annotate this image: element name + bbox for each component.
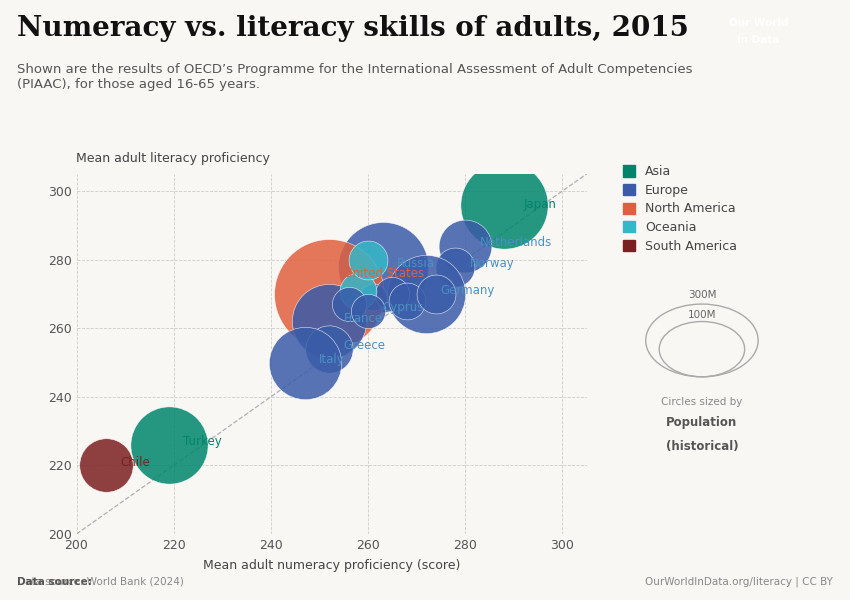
Text: Our World: Our World [728,18,788,28]
Point [361,255,375,265]
Point [497,200,511,209]
Text: (historical): (historical) [666,440,739,453]
Point [351,286,365,295]
Text: Population: Population [666,416,738,430]
Text: 100M: 100M [688,310,717,320]
Legend: Asia, Europe, North America, Oceania, South America: Asia, Europe, North America, Oceania, So… [622,165,737,253]
Point [162,440,176,449]
Text: Japan: Japan [524,199,556,211]
Text: Mean adult literacy proficiency: Mean adult literacy proficiency [76,152,270,165]
Point [366,293,380,302]
Text: Russia: Russia [397,257,435,269]
Text: 300M: 300M [688,290,717,300]
Point [322,289,336,299]
Text: Norway: Norway [470,257,515,269]
Text: Data source:: Data source: [17,577,92,587]
Point [449,262,462,271]
Text: Circles sized by: Circles sized by [661,397,743,407]
Text: Italy: Italy [320,353,345,365]
Text: Cyprus: Cyprus [382,301,424,314]
Point [298,358,312,367]
Text: in Data: in Data [737,35,779,45]
Text: OurWorldInData.org/literacy | CC BY: OurWorldInData.org/literacy | CC BY [645,576,833,587]
Point [361,307,375,316]
Point [419,289,433,299]
Point [322,317,336,326]
Text: Greece: Greece [343,339,386,352]
Text: Chile: Chile [120,455,150,469]
Text: Numeracy vs. literacy skills of adults, 2015: Numeracy vs. literacy skills of adults, … [17,15,688,42]
Point [342,299,355,309]
Point [458,241,472,251]
Point [322,344,336,353]
Text: Data source: World Bank (2024): Data source: World Bank (2024) [17,577,184,587]
Point [400,296,414,305]
Text: Shown are the results of OECD’s Programme for the International Assessment of Ad: Shown are the results of OECD’s Programm… [17,63,693,91]
Text: Nêtherlands: Nêtherlands [479,236,552,249]
Text: United States: United States [343,267,424,280]
Text: Germany: Germany [441,284,496,297]
Point [376,262,389,271]
Point [429,289,443,299]
Point [99,461,112,470]
X-axis label: Mean adult numeracy proficiency (score): Mean adult numeracy proficiency (score) [203,559,460,572]
Text: France: France [343,311,382,325]
Point [385,289,399,299]
Text: Turkey: Turkey [184,435,222,448]
